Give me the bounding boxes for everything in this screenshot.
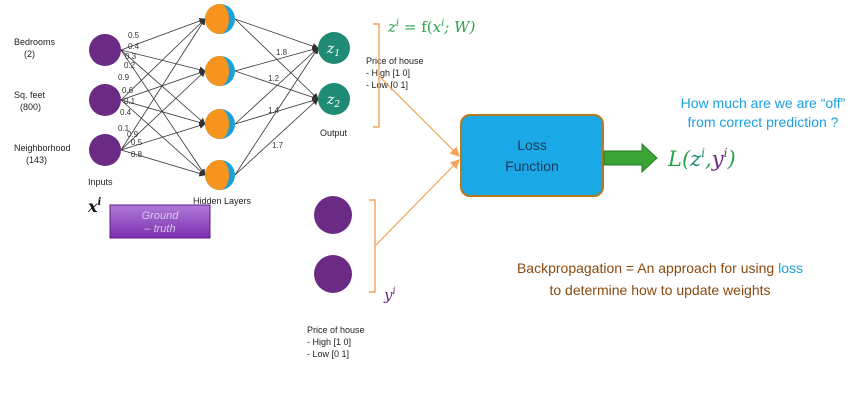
connection-line [120, 17, 206, 51]
ground-truth-line1: Ground [142, 210, 180, 222]
connection-line [120, 49, 206, 176]
connection-line [120, 149, 206, 177]
input-node [89, 34, 121, 66]
output-node-z1 [318, 32, 350, 64]
backprop-line2: to determine how to update weights [549, 282, 770, 298]
weight-label: 0.3 [125, 52, 137, 61]
hidden-node [205, 160, 235, 190]
output-caption: Output [320, 128, 348, 138]
input-symbol: xi [87, 197, 102, 216]
connection-line [120, 49, 206, 73]
backprop-line1: Backpropagation = An approach for using … [517, 260, 803, 276]
connection-line [234, 18, 319, 50]
price-output-high: - High [1 0] [366, 68, 410, 78]
question-line1: How much are we are “off” [681, 95, 846, 111]
hidden-layers-caption: Hidden Layers [193, 196, 252, 206]
price-output-title: Price of house [366, 56, 424, 66]
price-truth-text: Price of house - High [1 0] - Low [0 1] [307, 325, 365, 359]
connection-line [234, 47, 319, 125]
hidden-node [205, 56, 235, 86]
output-formula: zi = f(xi; W) [387, 18, 476, 36]
weight-label: 0.6 [122, 86, 134, 95]
connection-line [120, 70, 206, 151]
price-output-low: - Low [0 1] [366, 80, 408, 90]
connection-line [234, 46, 319, 72]
connection-line [234, 18, 319, 100]
output-node-z2 [318, 83, 350, 115]
ground-truth-badge: Ground – truth [109, 204, 211, 239]
input-nodes [89, 34, 121, 166]
hidden-output-connections [234, 18, 319, 176]
weight-label: 0.1 [118, 124, 130, 133]
output-bracket [373, 23, 380, 128]
connection-line [234, 70, 319, 101]
input-node [89, 84, 121, 116]
truth-to-loss-arrow [374, 159, 460, 247]
output-node-label: z1 [326, 41, 340, 59]
hidden-node [205, 4, 235, 34]
loss-output-arrow [603, 142, 658, 174]
weight-label: 0.4 [128, 42, 140, 51]
connection-line [234, 47, 319, 176]
question-line2: from correct prediction ? [688, 114, 839, 130]
weight-label: 0.8 [131, 150, 143, 159]
weight-label: 1.2 [268, 74, 280, 83]
output-node-label: z2 [326, 92, 340, 110]
truth-symbol: yi [383, 286, 396, 304]
input-node [89, 134, 121, 166]
input-value-bedrooms: (2) [24, 49, 35, 59]
price-truth-low: - Low [0 1] [307, 349, 349, 359]
loss-box-line2: Function [505, 158, 559, 174]
connection-line [120, 69, 206, 101]
weight-label: 0.9 [118, 73, 130, 82]
hidden-weight-labels: 1.8 1.2 1.4 1.7 [268, 48, 288, 150]
inputs-caption: Inputs [88, 177, 113, 187]
weight-label: 0.9 [127, 130, 139, 139]
truth-nodes [314, 196, 352, 293]
ground-truth-line2: – truth [143, 223, 175, 235]
price-output-text: Price of house - High [1 0] - Low [0 1] [366, 56, 424, 90]
hidden-node [205, 109, 235, 139]
weight-label: 0.2 [124, 61, 136, 70]
input-labels: Bedrooms (2) Sq. feet (800) Neighborhood… [14, 37, 113, 187]
input-value-sqfeet: (800) [20, 102, 41, 112]
output-nodes: z1 z2 [318, 32, 350, 115]
input-weight-labels: 0.5 0.4 0.3 0.2 0.9 0.6 0.1 0.4 0.1 0.9 … [118, 31, 143, 159]
connection-line [120, 49, 206, 125]
output-to-loss-arrow [378, 75, 460, 157]
price-truth-title: Price of house [307, 325, 365, 335]
input-hidden-connections [120, 17, 206, 177]
truth-node [314, 196, 352, 234]
price-truth-high: - High [1 0] [307, 337, 351, 347]
connection-line [120, 18, 206, 151]
weight-label: 0.4 [120, 108, 132, 117]
loss-function-box: Loss Function [460, 114, 604, 197]
connection-line [120, 99, 206, 176]
weight-label: 0.1 [124, 97, 136, 106]
weight-label: 1.4 [268, 106, 280, 115]
loss-formula: L(zi,yi) [667, 146, 736, 171]
weight-label: 0.5 [128, 31, 140, 40]
input-value-neighborhood: (143) [26, 155, 47, 165]
weight-label: 1.8 [276, 48, 288, 57]
input-label-bedrooms: Bedrooms [14, 37, 56, 47]
truth-bracket [369, 199, 376, 293]
hidden-nodes [205, 4, 235, 190]
input-label-sqfeet: Sq. feet [14, 90, 46, 100]
connection-line [120, 99, 206, 126]
connection-line [120, 18, 206, 101]
weight-label: 0.5 [131, 138, 143, 147]
loss-box-line1: Loss [517, 137, 547, 153]
weight-label: 1.7 [272, 141, 284, 150]
connection-line [120, 122, 206, 151]
connection-line [234, 98, 319, 176]
input-label-neighborhood: Neighborhood [14, 143, 71, 153]
truth-node [314, 255, 352, 293]
